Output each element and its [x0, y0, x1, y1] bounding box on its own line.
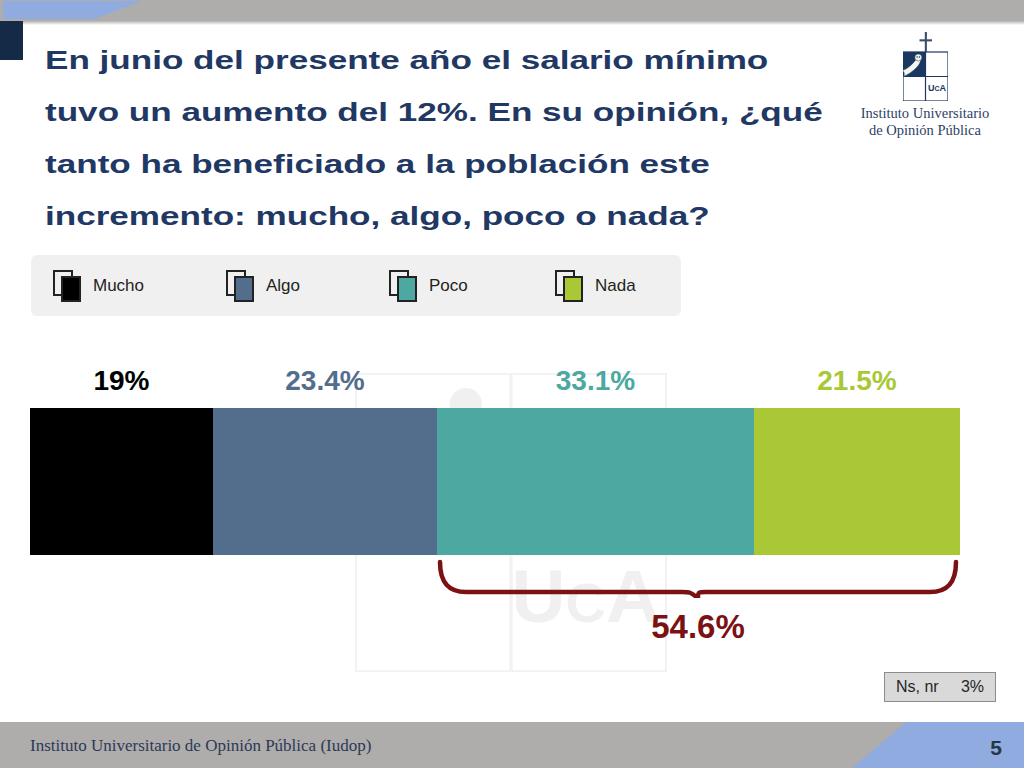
svg-text:UCA: UCA	[927, 83, 946, 93]
